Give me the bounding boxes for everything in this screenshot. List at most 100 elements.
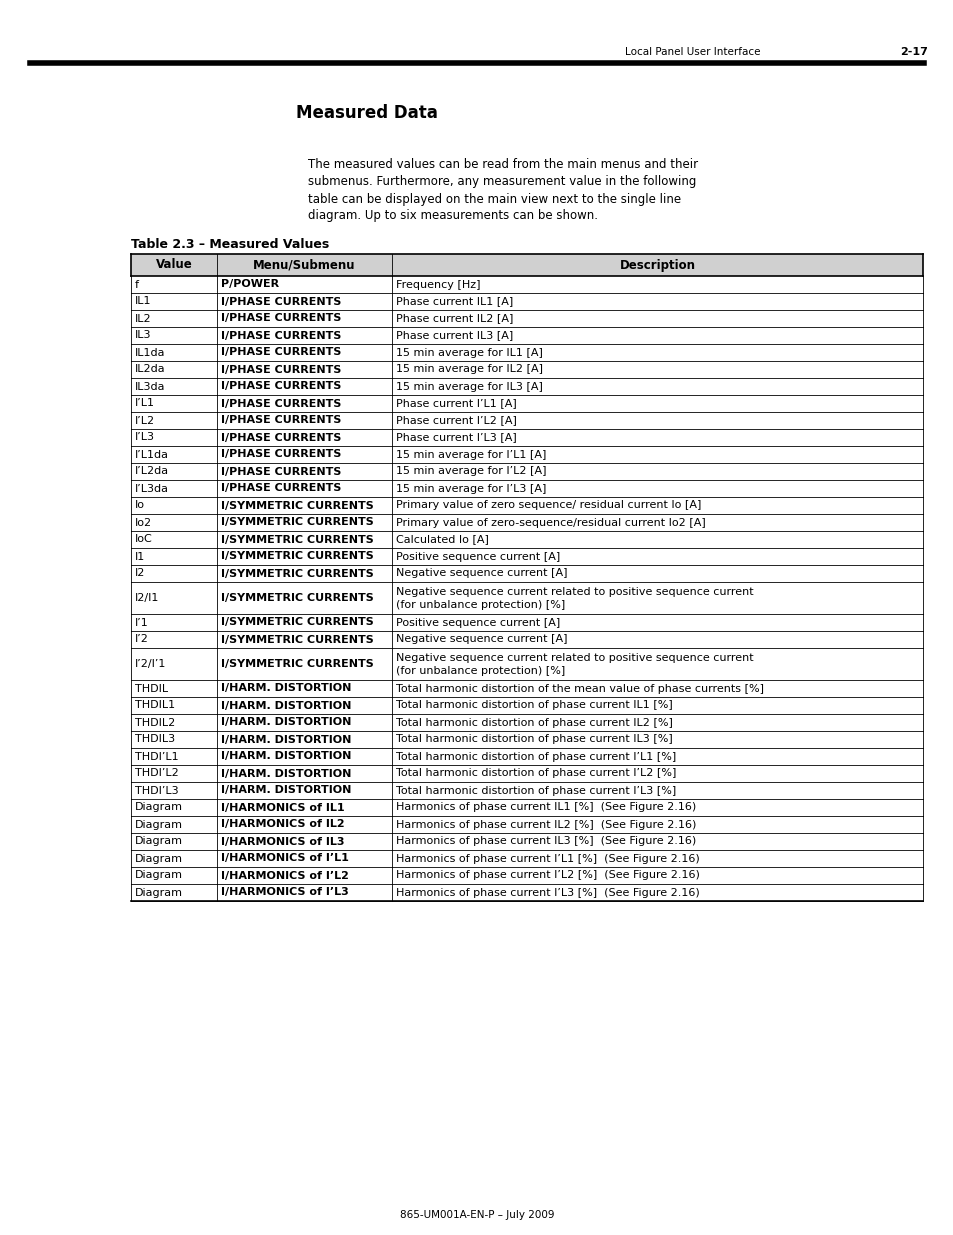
Text: Phase current IL2 [A]: Phase current IL2 [A] <box>395 314 513 324</box>
Text: Total harmonic distortion of phase current I’L2 [%]: Total harmonic distortion of phase curre… <box>395 768 676 778</box>
Text: I2: I2 <box>135 568 145 578</box>
Text: 15 min average for IL1 [A]: 15 min average for IL1 [A] <box>395 347 542 357</box>
Text: THDI’L1: THDI’L1 <box>135 752 178 762</box>
Text: Table 2.3 – Measured Values: Table 2.3 – Measured Values <box>131 237 329 251</box>
Text: I/HARMONICS of I’L2: I/HARMONICS of I’L2 <box>221 871 349 881</box>
Text: THDIL1: THDIL1 <box>135 700 175 710</box>
Text: Measured Data: Measured Data <box>295 104 437 122</box>
Text: I/HARMONICS of IL3: I/HARMONICS of IL3 <box>221 836 344 846</box>
Text: IL3da: IL3da <box>135 382 165 391</box>
Text: IL1: IL1 <box>135 296 152 306</box>
Text: I/HARM. DISTORTION: I/HARM. DISTORTION <box>221 785 351 795</box>
Text: I’2: I’2 <box>135 635 149 645</box>
Text: Diagram: Diagram <box>135 853 183 863</box>
Text: submenus. Furthermore, any measurement value in the following: submenus. Furthermore, any measurement v… <box>308 175 696 189</box>
Text: THDI’L3: THDI’L3 <box>135 785 178 795</box>
Text: Diagram: Diagram <box>135 803 183 813</box>
Text: Phase current IL1 [A]: Phase current IL1 [A] <box>395 296 513 306</box>
Text: I2/I1: I2/I1 <box>135 593 159 603</box>
Text: IL2: IL2 <box>135 314 152 324</box>
Text: I/PHASE CURRENTS: I/PHASE CURRENTS <box>221 450 341 459</box>
Text: Value: Value <box>155 258 193 272</box>
Text: I/PHASE CURRENTS: I/PHASE CURRENTS <box>221 483 341 494</box>
Text: I/SYMMETRIC CURRENTS: I/SYMMETRIC CURRENTS <box>221 593 374 603</box>
Text: I/HARM. DISTORTION: I/HARM. DISTORTION <box>221 683 351 694</box>
Text: Harmonics of phase current I’L1 [%]  (See Figure 2.16): Harmonics of phase current I’L1 [%] (See… <box>395 853 699 863</box>
Text: Description: Description <box>618 258 695 272</box>
Text: Diagram: Diagram <box>135 871 183 881</box>
Text: Phase current I’L2 [A]: Phase current I’L2 [A] <box>395 415 517 426</box>
Text: I/PHASE CURRENTS: I/PHASE CURRENTS <box>221 331 341 341</box>
Text: Frequency [Hz]: Frequency [Hz] <box>395 279 480 289</box>
Text: I/PHASE CURRENTS: I/PHASE CURRENTS <box>221 399 341 409</box>
Text: Phase current IL3 [A]: Phase current IL3 [A] <box>395 331 513 341</box>
Text: Primary value of zero-sequence/residual current Io2 [A]: Primary value of zero-sequence/residual … <box>395 517 705 527</box>
Text: I/PHASE CURRENTS: I/PHASE CURRENTS <box>221 296 341 306</box>
Text: I/HARMONICS of IL1: I/HARMONICS of IL1 <box>221 803 344 813</box>
Text: Total harmonic distortion of phase current I’L3 [%]: Total harmonic distortion of phase curre… <box>395 785 676 795</box>
Text: Harmonics of phase current I’L3 [%]  (See Figure 2.16): Harmonics of phase current I’L3 [%] (See… <box>395 888 699 898</box>
Text: I’L3: I’L3 <box>135 432 154 442</box>
Text: Diagram: Diagram <box>135 836 183 846</box>
Text: I/HARM. DISTORTION: I/HARM. DISTORTION <box>221 752 351 762</box>
Text: Phase current I’L3 [A]: Phase current I’L3 [A] <box>395 432 517 442</box>
Text: Positive sequence current [A]: Positive sequence current [A] <box>395 618 559 627</box>
Text: Negative sequence current related to positive sequence current: Negative sequence current related to pos… <box>395 652 753 663</box>
Text: I/SYMMETRIC CURRENTS: I/SYMMETRIC CURRENTS <box>221 618 374 627</box>
Text: 865-UM001A-EN-P – July 2009: 865-UM001A-EN-P – July 2009 <box>399 1210 554 1220</box>
Text: I/SYMMETRIC CURRENTS: I/SYMMETRIC CURRENTS <box>221 535 374 545</box>
Text: I/SYMMETRIC CURRENTS: I/SYMMETRIC CURRENTS <box>221 635 374 645</box>
Text: I/PHASE CURRENTS: I/PHASE CURRENTS <box>221 467 341 477</box>
Text: IL1da: IL1da <box>135 347 165 357</box>
Text: I’1: I’1 <box>135 618 149 627</box>
Text: (for unbalance protection) [%]: (for unbalance protection) [%] <box>395 666 565 676</box>
Text: I/PHASE CURRENTS: I/PHASE CURRENTS <box>221 415 341 426</box>
Text: I/SYMMETRIC CURRENTS: I/SYMMETRIC CURRENTS <box>221 500 374 510</box>
Text: diagram. Up to six measurements can be shown.: diagram. Up to six measurements can be s… <box>308 210 598 222</box>
Text: I’L1: I’L1 <box>135 399 154 409</box>
Text: The measured values can be read from the main menus and their: The measured values can be read from the… <box>308 158 698 172</box>
Text: I/SYMMETRIC CURRENTS: I/SYMMETRIC CURRENTS <box>221 659 374 669</box>
Text: I’L1da: I’L1da <box>135 450 169 459</box>
Text: I/HARM. DISTORTION: I/HARM. DISTORTION <box>221 700 351 710</box>
Text: Total harmonic distortion of phase current IL3 [%]: Total harmonic distortion of phase curre… <box>395 735 672 745</box>
Text: I/PHASE CURRENTS: I/PHASE CURRENTS <box>221 382 341 391</box>
Text: Total harmonic distortion of phase current IL1 [%]: Total harmonic distortion of phase curre… <box>395 700 672 710</box>
Text: Harmonics of phase current I’L2 [%]  (See Figure 2.16): Harmonics of phase current I’L2 [%] (See… <box>395 871 700 881</box>
Text: THDIL2: THDIL2 <box>135 718 175 727</box>
Text: Total harmonic distortion of phase current IL2 [%]: Total harmonic distortion of phase curre… <box>395 718 672 727</box>
Text: Harmonics of phase current IL2 [%]  (See Figure 2.16): Harmonics of phase current IL2 [%] (See … <box>395 820 696 830</box>
Text: I/HARM. DISTORTION: I/HARM. DISTORTION <box>221 735 351 745</box>
Text: I/HARMONICS of I’L1: I/HARMONICS of I’L1 <box>221 853 349 863</box>
Text: I/HARMONICS of I’L3: I/HARMONICS of I’L3 <box>221 888 349 898</box>
Text: I’L3da: I’L3da <box>135 483 169 494</box>
Text: I/SYMMETRIC CURRENTS: I/SYMMETRIC CURRENTS <box>221 517 374 527</box>
Text: 15 min average for IL2 [A]: 15 min average for IL2 [A] <box>395 364 542 374</box>
Text: THDI’L2: THDI’L2 <box>135 768 178 778</box>
Text: IL2da: IL2da <box>135 364 166 374</box>
Text: Harmonics of phase current IL3 [%]  (See Figure 2.16): Harmonics of phase current IL3 [%] (See … <box>395 836 696 846</box>
Text: Primary value of zero sequence/ residual current Io [A]: Primary value of zero sequence/ residual… <box>395 500 700 510</box>
Text: I/PHASE CURRENTS: I/PHASE CURRENTS <box>221 364 341 374</box>
Text: Harmonics of phase current IL1 [%]  (See Figure 2.16): Harmonics of phase current IL1 [%] (See … <box>395 803 696 813</box>
Text: Total harmonic distortion of the mean value of phase currents [%]: Total harmonic distortion of the mean va… <box>395 683 763 694</box>
Text: 15 min average for I’L2 [A]: 15 min average for I’L2 [A] <box>395 467 546 477</box>
Text: 15 min average for IL3 [A]: 15 min average for IL3 [A] <box>395 382 542 391</box>
Text: table can be displayed on the main view next to the single line: table can be displayed on the main view … <box>308 193 680 205</box>
Text: I/SYMMETRIC CURRENTS: I/SYMMETRIC CURRENTS <box>221 568 374 578</box>
Text: I/HARMONICS of IL2: I/HARMONICS of IL2 <box>221 820 344 830</box>
Text: Negative sequence current related to positive sequence current: Negative sequence current related to pos… <box>395 587 753 597</box>
Text: I’L2: I’L2 <box>135 415 155 426</box>
Text: Io2: Io2 <box>135 517 152 527</box>
Text: P/POWER: P/POWER <box>221 279 279 289</box>
Text: I/PHASE CURRENTS: I/PHASE CURRENTS <box>221 314 341 324</box>
Text: Calculated Io [A]: Calculated Io [A] <box>395 535 488 545</box>
Bar <box>131 254 923 275</box>
Text: I/HARM. DISTORTION: I/HARM. DISTORTION <box>221 768 351 778</box>
Text: 2-17: 2-17 <box>900 47 927 57</box>
Text: Phase current I’L1 [A]: Phase current I’L1 [A] <box>395 399 517 409</box>
Text: I1: I1 <box>135 552 145 562</box>
Text: THDIL: THDIL <box>135 683 168 694</box>
Text: Io: Io <box>135 500 145 510</box>
Text: Diagram: Diagram <box>135 888 183 898</box>
